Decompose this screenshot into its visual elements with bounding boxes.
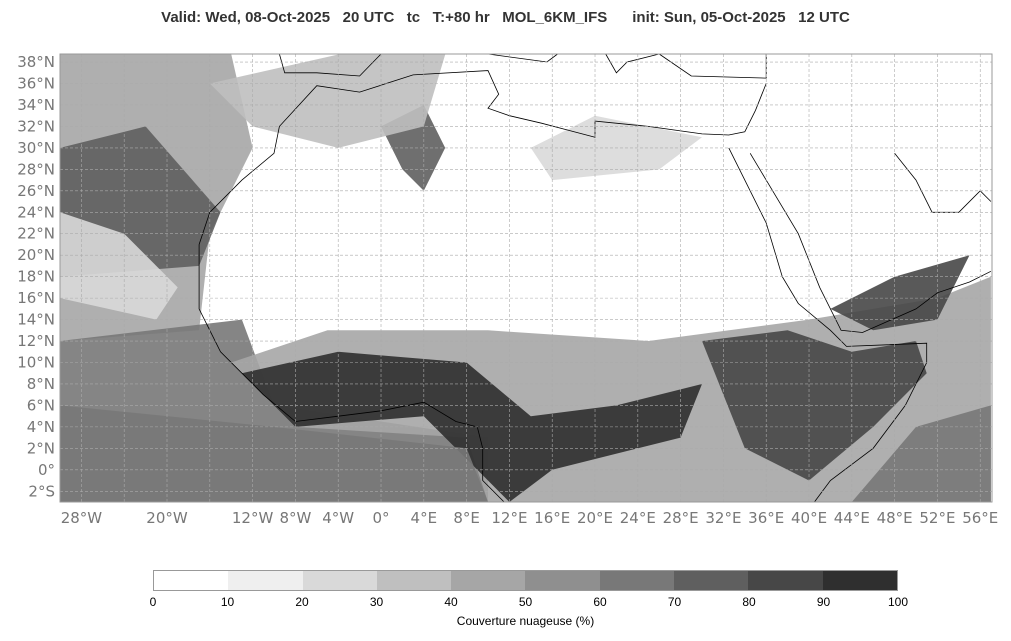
colorbar-segment	[154, 571, 229, 590]
lon-label: 12°E	[491, 509, 527, 527]
lat-label: 2°S	[28, 482, 55, 500]
map-frame	[59, 53, 993, 503]
coastline	[198, 70, 767, 245]
colorbar-tick-label: 40	[444, 595, 458, 609]
lat-label: 8°N	[27, 375, 55, 393]
lon-label: 52°E	[919, 509, 955, 527]
lon-label: 36°E	[748, 509, 784, 527]
cloud-cover-map: 38°N 36°N 34°N 32°N 30°N 28°N 26°N 24°N 22°N 20°N…	[17, 53, 999, 527]
cloud-region	[830, 255, 970, 331]
colorbar-tick-label: 70	[667, 595, 682, 609]
colorbar-segment	[748, 571, 823, 590]
colorbar-tick-label: 0	[149, 595, 157, 609]
lon-label: 8°E	[453, 509, 480, 527]
lon-label: 12°W	[232, 509, 274, 527]
lat-label: 20°N	[17, 246, 55, 264]
lat-label: 18°N	[17, 268, 55, 286]
lat-label: 38°N	[17, 53, 55, 71]
colorbar-segment	[451, 571, 526, 590]
lon-label: 20°W	[146, 509, 188, 527]
lat-label: 32°N	[17, 117, 55, 135]
colorbar-label: Couverture nuageuse (%)	[456, 614, 595, 628]
gridlines	[60, 54, 992, 502]
colorbar-segment	[376, 571, 452, 590]
lat-label: 14°N	[17, 311, 55, 329]
latitude-labels: 38°N 36°N 34°N 32°N 30°N 28°N 26°N 24°N 22°N 20°N…	[17, 53, 55, 500]
colorbar-segment	[599, 571, 675, 590]
lon-label: 48°E	[877, 509, 913, 527]
lon-label: 40°E	[791, 509, 827, 527]
lon-label: 20°E	[577, 509, 613, 527]
cloud-cover-field	[60, 54, 992, 502]
lat-label: 12°N	[17, 332, 55, 350]
lon-label: 0°	[372, 509, 389, 527]
cloud-region	[702, 330, 927, 481]
longitude-labels: 28°W 20°W 12°W 8°W 4°W 0° 4°E 8°E 12°E 16°E 20°E 24…	[61, 509, 999, 527]
colorbar	[153, 570, 898, 591]
colorbar-tick-label: 80	[742, 595, 756, 609]
cloud-region	[851, 405, 991, 502]
lat-label: 26°N	[17, 182, 55, 200]
lat-label: 30°N	[17, 139, 55, 157]
colorbar-tick-label: 10	[220, 595, 235, 609]
lon-label: 28°W	[61, 509, 103, 527]
lon-label: 24°E	[620, 509, 656, 527]
colorbar-tick-label: 100	[887, 595, 909, 609]
colorbar-segment	[822, 571, 897, 590]
lat-label: 22°N	[17, 225, 55, 243]
coastline	[279, 53, 382, 77]
colorbar-segment	[228, 571, 303, 590]
lon-label: 4°W	[322, 509, 354, 527]
lon-label: 8°W	[279, 509, 311, 527]
colorbar-segment	[674, 571, 749, 590]
colorbar-tick-label: 20	[295, 595, 309, 609]
lon-label: 16°E	[534, 509, 570, 527]
colorbar-tick-label: 60	[593, 595, 607, 609]
cloud-region	[60, 212, 178, 320]
coastline	[605, 53, 660, 74]
coastline	[728, 147, 928, 503]
lat-label: 4°N	[27, 418, 55, 436]
coastline	[198, 244, 505, 503]
lat-label: 10°N	[17, 354, 55, 372]
lat-label: 24°N	[17, 203, 55, 221]
lat-label: 36°N	[17, 75, 55, 93]
lat-label: 16°N	[17, 289, 55, 307]
lon-label: 56°E	[962, 509, 998, 527]
cloud-region	[209, 54, 446, 148]
colorbar-tick-label: 30	[369, 595, 384, 609]
lat-label: 6°N	[27, 396, 55, 414]
lon-label: 32°E	[705, 509, 741, 527]
colorbar-segment	[525, 571, 600, 590]
lon-label: 4°E	[411, 509, 438, 527]
lon-label: 28°E	[663, 509, 699, 527]
colorbar-segment	[302, 571, 377, 590]
colorbar-tick-label: 50	[518, 595, 533, 609]
lon-label: 44°E	[834, 509, 870, 527]
lat-label: 28°N	[17, 160, 55, 178]
lat-label: 2°N	[27, 439, 55, 457]
colorbar-tick-label: 90	[816, 595, 831, 609]
lat-label: 34°N	[17, 96, 55, 114]
map-title: Valid: Wed, 08-Oct-2025 20 UTC tc T:+80 …	[161, 9, 850, 26]
lat-label: 0°	[38, 461, 55, 479]
